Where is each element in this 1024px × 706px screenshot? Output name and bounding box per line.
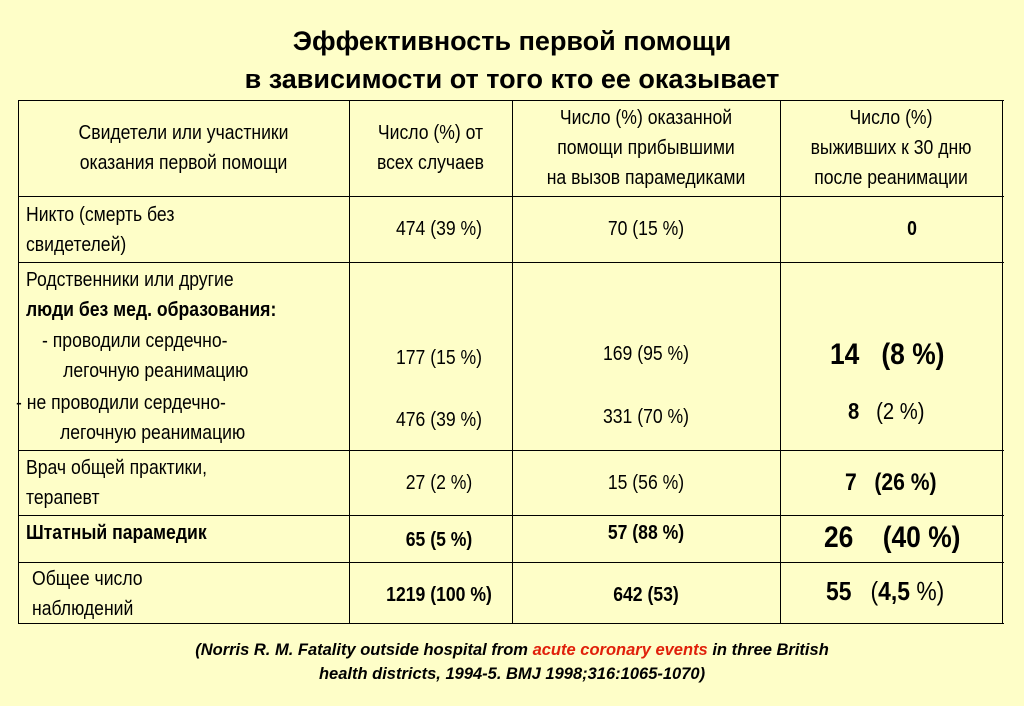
row-relatives-cpr-all: 177 (15 %) [395, 347, 483, 369]
row-total-all: 1219 (100 %) [386, 584, 492, 606]
header-survived-line3: после реанимации [814, 167, 968, 189]
row-relatives-nocpr-line2: легочную реанимацию [60, 422, 246, 444]
header-witnesses-line2: оказания первой помощи [79, 152, 288, 174]
row-total-survived-open: ( [870, 576, 879, 606]
row-nobody-label-line2: свидетелей) [26, 234, 127, 256]
header-paramedic-help: Число (%) оказанной помощи прибывшими на… [528, 103, 764, 193]
table-border-right [1002, 100, 1003, 624]
row-relatives-cpr-line1: - проводили сердечно- [42, 330, 228, 352]
header-all-cases: Число (%) от всех случаев [359, 118, 502, 178]
row-relatives-nocpr-survived: 8 (2 %) [848, 396, 924, 426]
results-table: Свидетели или участники оказания первой … [16, 100, 1004, 624]
row-total-survived-count: 55 [826, 576, 852, 606]
row-gp-all: 27 (2 %) [405, 472, 473, 494]
header-paramedic-line2: помощи прибывшими [557, 137, 735, 159]
row-relatives-cpr-line2: легочную реанимацию [63, 360, 249, 382]
row-gp-label-line1: Врач общей практики, [26, 457, 207, 479]
header-paramedic-line1: Число (%) оказанной [559, 107, 733, 129]
row-total-label-line1: Общее число [32, 568, 143, 590]
row-nobody-paramedic: 70 (15 %) [607, 218, 685, 240]
header-all-cases-line2: всех случаев [376, 152, 485, 174]
row-divider-2 [18, 262, 1004, 263]
row-relatives-nocpr-survived-pct: (2 %) [876, 398, 925, 424]
row-total-paramedic: 642 (53) [613, 584, 679, 606]
header-all-cases-line1: Число (%) от [377, 122, 484, 144]
row-gp-survived-pct: (26 %) [874, 469, 937, 496]
header-witnesses-line1: Свидетели или участники [78, 122, 289, 144]
citation-highlight: acute coronary events [532, 641, 708, 659]
row-gp-survived-count: 7 [845, 469, 857, 496]
row-divider-1 [18, 196, 1004, 197]
citation: (Norris R. M. Fatality outside hospital … [0, 638, 1024, 686]
row-paramedic-paramedic: 57 (88 %) [607, 522, 685, 544]
row-paramedic-survived: 26 (40 %) [824, 521, 960, 555]
row-relatives-nocpr-survived-count: 8 [848, 398, 860, 424]
row-relatives-label-line1: Родственники или другие [26, 269, 234, 291]
row-paramedic-survived-pct: (40 %) [882, 521, 961, 554]
table-border-top [18, 100, 1004, 101]
column-divider-2 [512, 100, 513, 624]
header-witnesses: Свидетели или участники оказания первой … [38, 118, 329, 178]
row-gp-label-line2: терапевт [26, 487, 100, 509]
header-paramedic-line3: на вызов парамедиками [546, 167, 746, 189]
row-nobody-all: 474 (39 %) [395, 218, 483, 240]
row-relatives-cpr-paramedic: 169 (95 %) [602, 343, 690, 365]
citation-part2: in three British [707, 641, 829, 659]
row-gp-label: Врач общей практики, терапевт [26, 453, 207, 513]
header-survived-line2: выживших к 30 дню [810, 137, 972, 159]
row-paramedic-label: Штатный парамедик [26, 522, 207, 544]
row-relatives-cpr-label: - проводили сердечно- легочную реанимаци… [42, 326, 248, 386]
row-relatives-cpr-survived: 14 (8 %) [830, 338, 944, 372]
row-gp-survived: 7 (26 %) [845, 468, 937, 498]
row-relatives-label-line2: люди без мед. образования: [26, 299, 277, 321]
row-relatives-nocpr-line1: - не проводили сердечно- [16, 392, 226, 414]
table-border-left [18, 100, 19, 624]
row-divider-5 [18, 562, 1004, 563]
column-divider-3 [780, 100, 781, 624]
row-total-label: Общее число наблюдений [32, 564, 143, 624]
row-relatives-nocpr-paramedic: 331 (70 %) [602, 406, 690, 428]
row-paramedic-all: 65 (5 %) [405, 529, 473, 551]
row-nobody-label: Никто (смерть без свидетелей) [26, 200, 174, 260]
row-gp-paramedic: 15 (56 %) [607, 472, 685, 494]
row-total-survived-pct: 4,5 [878, 576, 910, 606]
row-total-survived-close: %) [909, 576, 945, 606]
header-survived: Число (%) выживших к 30 дню после реаним… [793, 103, 988, 193]
row-relatives-cpr-survived-count: 14 [830, 338, 860, 371]
row-relatives-nocpr-all: 476 (39 %) [395, 409, 483, 431]
header-survived-line1: Число (%) [849, 107, 933, 129]
column-divider-1 [349, 100, 350, 624]
row-paramedic-survived-count: 26 [824, 521, 854, 554]
table-border-bottom [18, 623, 1004, 624]
title-line-1: Эффективность первой помощи [292, 26, 732, 56]
row-relatives-cpr-survived-pct: (8 %) [881, 338, 945, 371]
title-line-2: в зависимости от того кто ее оказывает [244, 64, 780, 94]
row-total-survived: 55 (4,5 %) [826, 576, 944, 606]
row-relatives-nocpr-label: - не проводили сердечно- легочную реаним… [16, 388, 245, 448]
citation-part1: (Norris R. M. Fatality outside hospital … [195, 641, 533, 659]
row-divider-4 [18, 515, 1004, 516]
citation-line-2: health districts, 1994-5. BMJ 1998;316:1… [318, 665, 706, 683]
row-nobody-survived: 0 [907, 218, 917, 240]
row-divider-3 [18, 450, 1004, 451]
citation-line-1: (Norris R. M. Fatality outside hospital … [0, 638, 1024, 662]
row-total-label-line2: наблюдений [32, 598, 134, 620]
row-nobody-label-line1: Никто (смерть без [26, 204, 175, 226]
